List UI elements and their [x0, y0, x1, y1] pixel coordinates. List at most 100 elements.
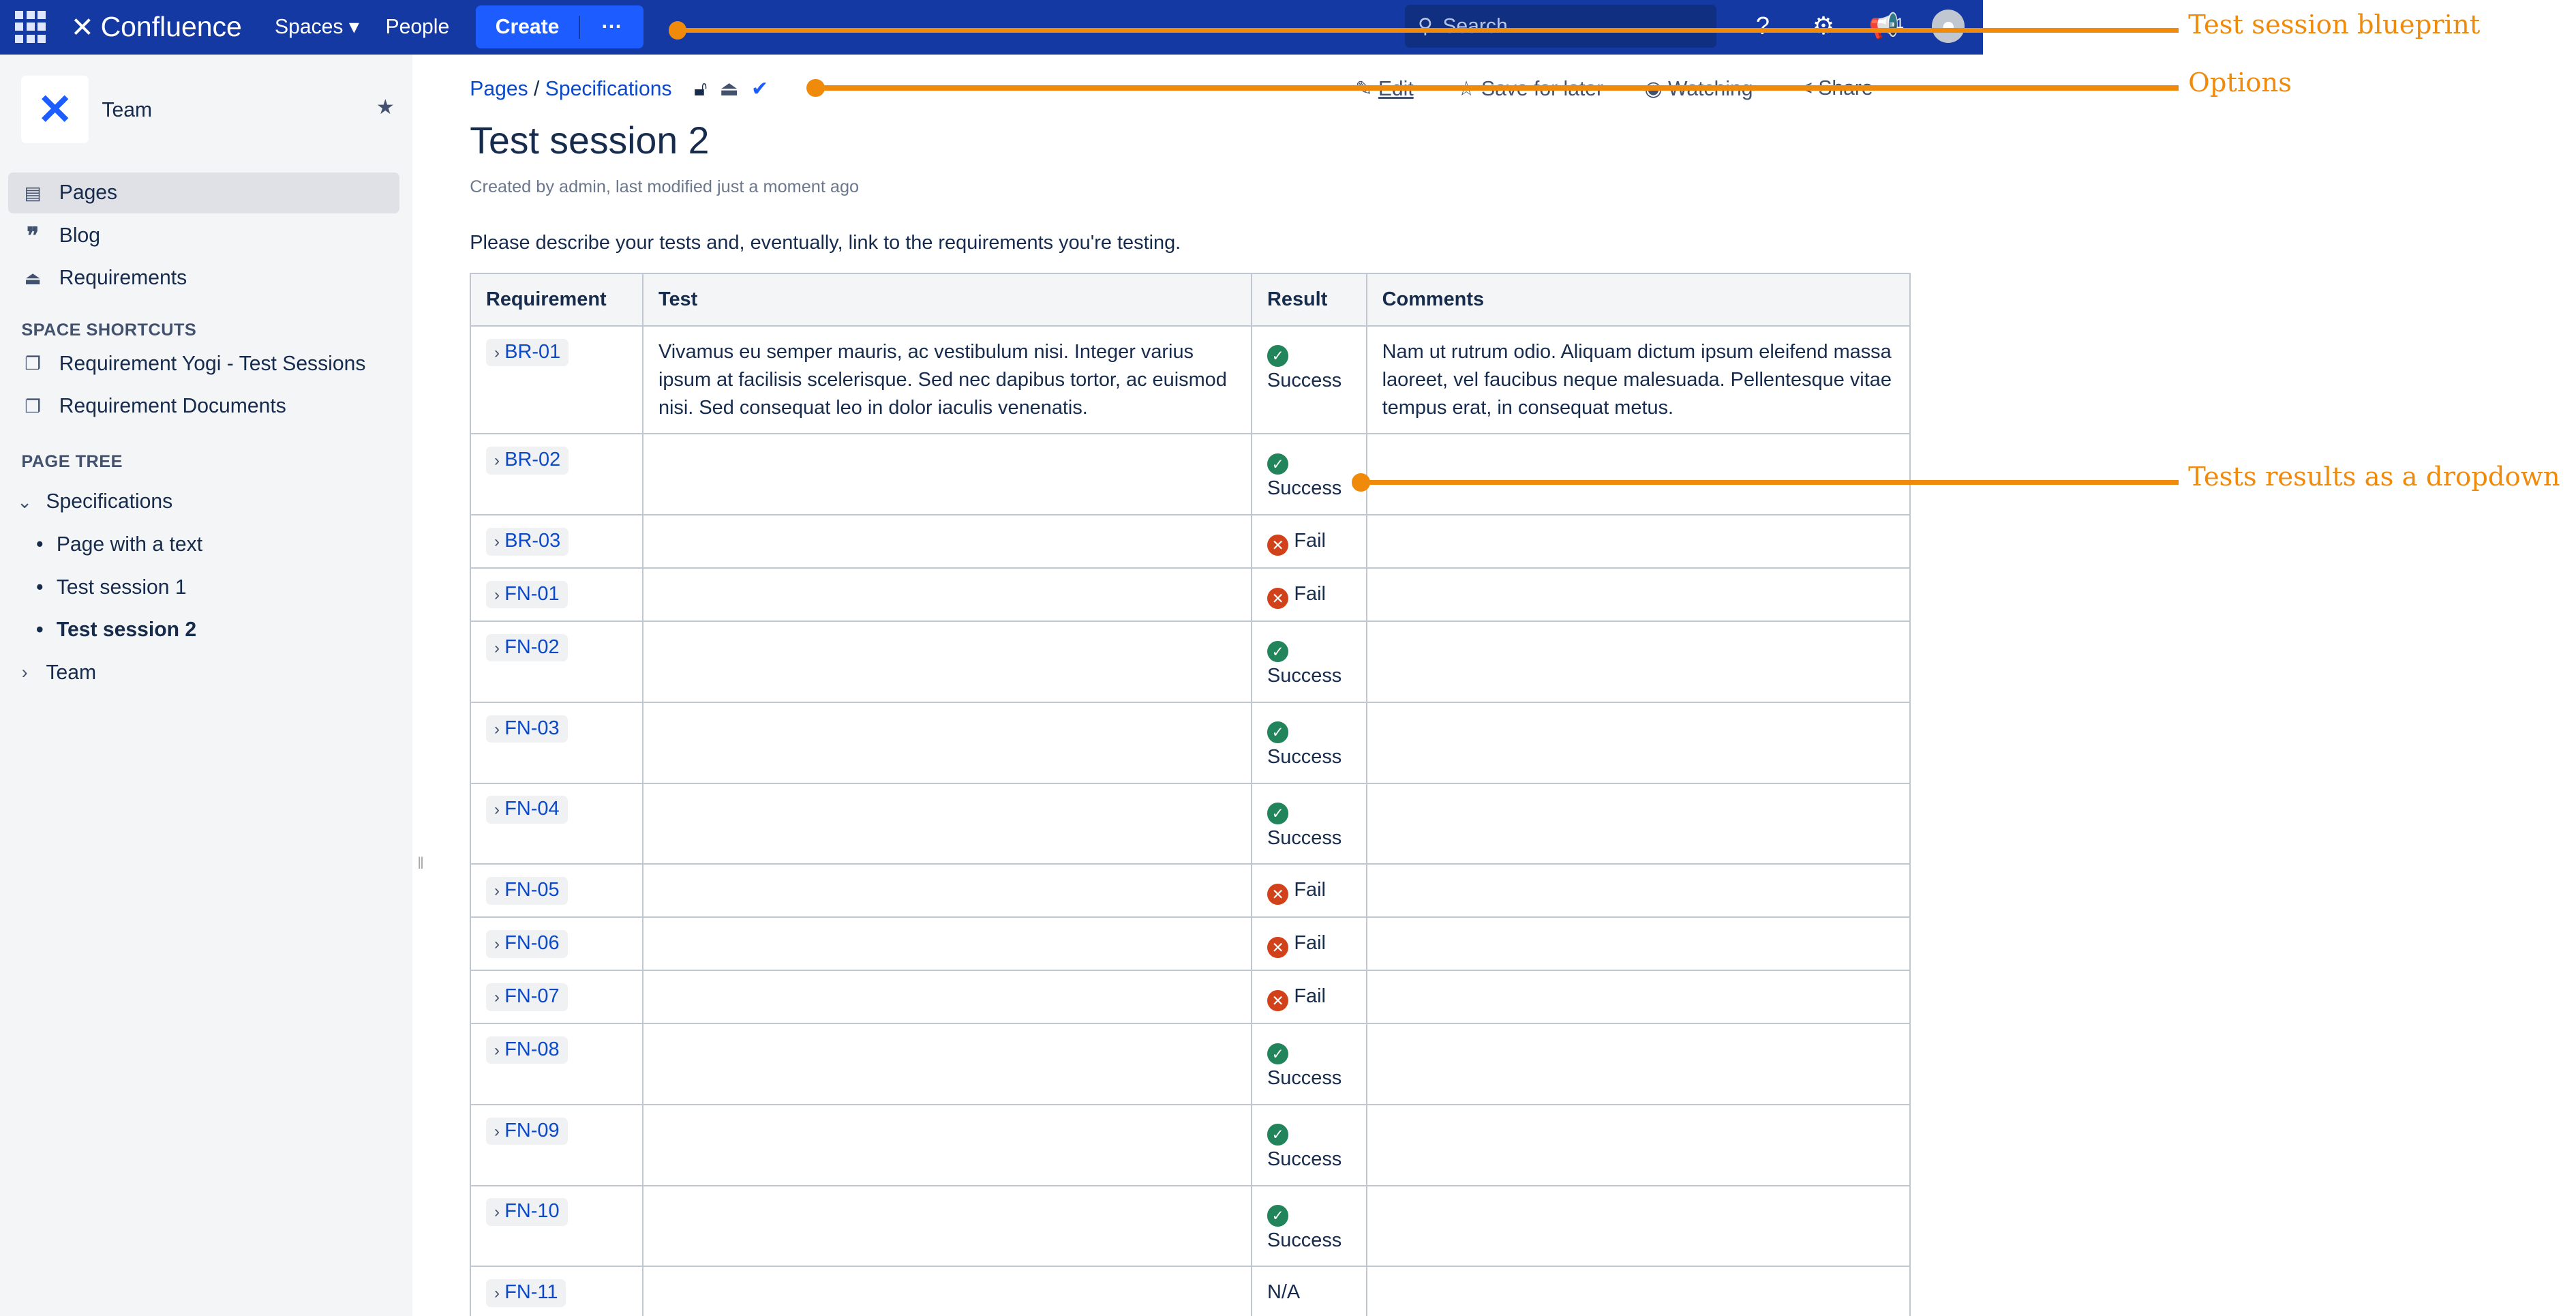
requirement-link[interactable]: › FN-03	[485, 715, 568, 743]
tree-item-specifications[interactable]: ⌄ Specifications	[0, 481, 391, 522]
requirement-link[interactable]: › FN-08	[485, 1036, 568, 1064]
tree-item[interactable]: • Page with a text	[36, 533, 203, 556]
annotation-dropdown: Tests results as a dropdown	[2188, 462, 2560, 493]
result-dropdown[interactable]: ✕ Fail	[1251, 514, 1367, 569]
requirement-cell: › FN-04	[470, 782, 644, 865]
test-cell[interactable]	[642, 1103, 1253, 1186]
table-row: › FN-06 ✕ Fail	[470, 916, 1911, 972]
shortcuts-heading: SPACE SHORTCUTS	[21, 320, 197, 340]
requirement-link[interactable]: › FN-11	[485, 1279, 566, 1307]
comments-cell[interactable]	[1365, 863, 1911, 918]
shortcut-item[interactable]: ❐ Requirement Yogi - Test Sessions	[8, 344, 399, 385]
result-dropdown[interactable]: ✕ Fail	[1251, 916, 1367, 972]
test-cell[interactable]	[642, 567, 1253, 622]
space-name[interactable]: Team	[102, 98, 153, 121]
requirement-link[interactable]: › FN-01	[485, 580, 568, 609]
breadcrumb-pages[interactable]: Pages	[470, 78, 528, 101]
tree-item-current[interactable]: • Test session 2	[36, 618, 197, 642]
test-cell[interactable]	[642, 433, 1253, 516]
requirement-cell: › BR-02	[470, 433, 644, 516]
comments-cell[interactable]	[1365, 1266, 1911, 1316]
notifications-icon[interactable]: 📢 1	[1868, 12, 1905, 40]
comments-cell[interactable]	[1365, 567, 1911, 622]
search-input[interactable]: ⚲ Search	[1404, 5, 1717, 48]
comments-cell[interactable]	[1365, 1022, 1911, 1105]
comments-cell[interactable]	[1365, 1184, 1911, 1268]
breadcrumb-specifications[interactable]: Specifications	[545, 78, 672, 101]
table-row: › FN-10 ✓ Success	[470, 1184, 1911, 1268]
test-cell[interactable]: Vivamus eu semper mauris, ac vestibulum …	[642, 325, 1253, 435]
settings-icon[interactable]: ⚙	[1812, 12, 1835, 40]
hanger-icon[interactable]: ⏏	[719, 78, 739, 101]
confluence-icon: ✕	[70, 11, 94, 43]
result-dropdown[interactable]: ✓ Success	[1251, 782, 1367, 865]
create-button[interactable]: Create	[495, 15, 560, 38]
chevron-right-icon: ›	[494, 987, 500, 1006]
help-icon[interactable]: ?	[1755, 12, 1770, 40]
requirement-link[interactable]: › FN-10	[485, 1198, 568, 1227]
fail-icon: ✕	[1267, 534, 1289, 556]
requirement-link[interactable]: › FN-02	[485, 633, 568, 662]
spaces-menu[interactable]: Spaces ▾	[275, 16, 359, 39]
result-dropdown[interactable]: ✓ Success	[1251, 1184, 1367, 1268]
test-cell[interactable]	[642, 782, 1253, 865]
comments-cell[interactable]	[1365, 701, 1911, 784]
comments-cell[interactable]	[1365, 970, 1911, 1024]
result-dropdown[interactable]: ✓ Success	[1251, 325, 1367, 435]
requirement-link[interactable]: › FN-04	[485, 796, 568, 824]
chevron-right-icon: ›	[494, 1041, 500, 1060]
create-more-button[interactable]: ···	[579, 15, 643, 39]
result-dropdown[interactable]: ✓ Success	[1251, 1022, 1367, 1105]
requirement-link[interactable]: › BR-01	[485, 338, 569, 367]
test-cell[interactable]	[642, 1022, 1253, 1105]
requirement-cell: › FN-02	[470, 620, 644, 703]
tree-item-team[interactable]: › Team	[0, 653, 391, 693]
test-cell[interactable]	[642, 970, 1253, 1024]
test-cell[interactable]	[642, 916, 1253, 972]
unlock-icon[interactable]: 🔓︎	[694, 78, 708, 101]
result-dropdown[interactable]: ✓ Success	[1251, 701, 1367, 784]
comments-cell[interactable]	[1365, 620, 1911, 703]
sidebar-item-requirements[interactable]: ⏏ Requirements	[8, 258, 399, 299]
requirement-link[interactable]: › BR-03	[485, 528, 569, 556]
shortcut-item[interactable]: ❐ Requirement Documents	[8, 386, 399, 427]
chevron-right-icon: ›	[21, 662, 28, 683]
test-cell[interactable]	[642, 1184, 1253, 1268]
result-dropdown[interactable]: ✕ Fail	[1251, 970, 1367, 1024]
requirement-link[interactable]: › FN-09	[485, 1117, 568, 1146]
comments-cell[interactable]	[1365, 1103, 1911, 1186]
people-link[interactable]: People	[385, 15, 450, 38]
comments-cell[interactable]	[1365, 433, 1911, 516]
test-cell[interactable]	[642, 863, 1253, 918]
test-cell[interactable]	[642, 701, 1253, 784]
result-dropdown[interactable]: ✓ Success	[1251, 1103, 1367, 1186]
chevron-right-icon: ›	[494, 585, 500, 604]
tree-item[interactable]: • Test session 1	[36, 575, 187, 599]
test-cell[interactable]	[642, 514, 1253, 569]
test-cell[interactable]	[642, 1266, 1253, 1316]
result-dropdown[interactable]: ✕ Fail	[1251, 567, 1367, 622]
sidebar-item-blog[interactable]: ❞ Blog	[8, 215, 399, 256]
requirement-link[interactable]: › FN-07	[485, 983, 568, 1011]
requirement-link[interactable]: › FN-05	[485, 877, 568, 905]
space-logo[interactable]: ✕	[21, 75, 89, 143]
result-dropdown[interactable]: N/A	[1251, 1266, 1367, 1316]
result-dropdown[interactable]: ✕ Fail	[1251, 863, 1367, 918]
comments-cell[interactable]: Nam ut rutrum odio. Aliquam dictum ipsum…	[1365, 325, 1911, 435]
hanger-icon: ⏏	[24, 267, 42, 288]
app-switcher-icon[interactable]	[14, 10, 51, 44]
result-dropdown[interactable]: ✓ Success	[1251, 433, 1367, 516]
requirement-link[interactable]: › FN-06	[485, 930, 568, 958]
test-cell[interactable]	[642, 620, 1253, 703]
sidebar-resize-handle[interactable]: ‖	[417, 854, 425, 873]
comments-cell[interactable]	[1365, 916, 1911, 972]
avatar[interactable]: ●	[1932, 10, 1965, 43]
check-icon[interactable]: ✔	[751, 78, 769, 101]
star-icon[interactable]: ★	[376, 95, 395, 119]
sidebar-item-pages[interactable]: ▤ Pages	[8, 173, 399, 214]
comments-cell[interactable]	[1365, 782, 1911, 865]
comments-cell[interactable]	[1365, 514, 1911, 569]
confluence-logo[interactable]: ✕ Confluence	[70, 11, 242, 43]
result-dropdown[interactable]: ✓ Success	[1251, 620, 1367, 703]
requirement-link[interactable]: › BR-02	[485, 447, 569, 475]
